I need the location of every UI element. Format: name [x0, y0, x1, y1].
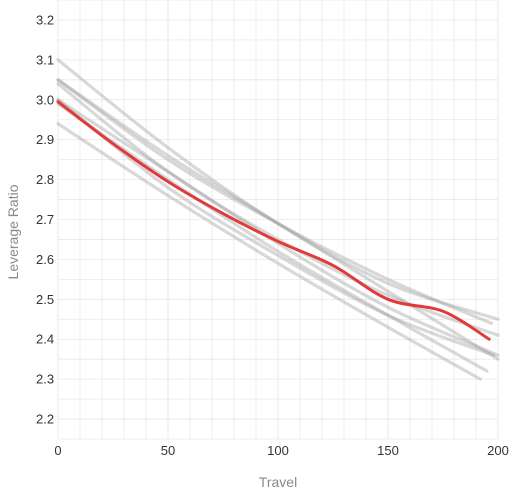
- y-tick-label: 2.3: [36, 372, 54, 387]
- y-tick-label: 2.6: [36, 252, 54, 267]
- x-tick-label: 200: [487, 443, 509, 458]
- y-tick-label: 2.4: [36, 332, 54, 347]
- series-line: [56, 102, 489, 373]
- y-tick-label: 3.0: [36, 92, 54, 107]
- series-line: [56, 98, 496, 357]
- y-tick-label: 3.2: [36, 12, 54, 27]
- series-line: [56, 98, 500, 357]
- highlighted-series-line: [56, 100, 491, 341]
- x-tick-label: 100: [267, 443, 289, 458]
- series-line: [56, 122, 482, 381]
- y-tick-label: 2.5: [36, 292, 54, 307]
- grid: [57, 0, 499, 440]
- y-tick-label: 2.8: [36, 172, 54, 187]
- series-line: [56, 78, 493, 325]
- tick-labels: 2.2 2.3 2.4 2.5 2.6 2.7 2.8 2.9 3.0 3.1 3.2 0 50 100 1…: [36, 12, 509, 458]
- y-tick-label: 2.7: [36, 212, 54, 227]
- y-axis-title: Leverage Ratio: [5, 184, 21, 279]
- y-tick-label: 2.9: [36, 132, 54, 147]
- x-tick-label: 150: [377, 443, 399, 458]
- y-tick-label: 3.1: [36, 52, 54, 67]
- x-tick-label: 50: [161, 443, 175, 458]
- x-axis-title: Travel: [259, 474, 297, 490]
- series-line: [56, 82, 500, 337]
- series-line: [56, 78, 500, 361]
- series-line: [56, 58, 500, 321]
- series-lines: [56, 58, 500, 381]
- y-tick-label: 2.2: [36, 412, 54, 427]
- x-tick-label: 0: [54, 443, 61, 458]
